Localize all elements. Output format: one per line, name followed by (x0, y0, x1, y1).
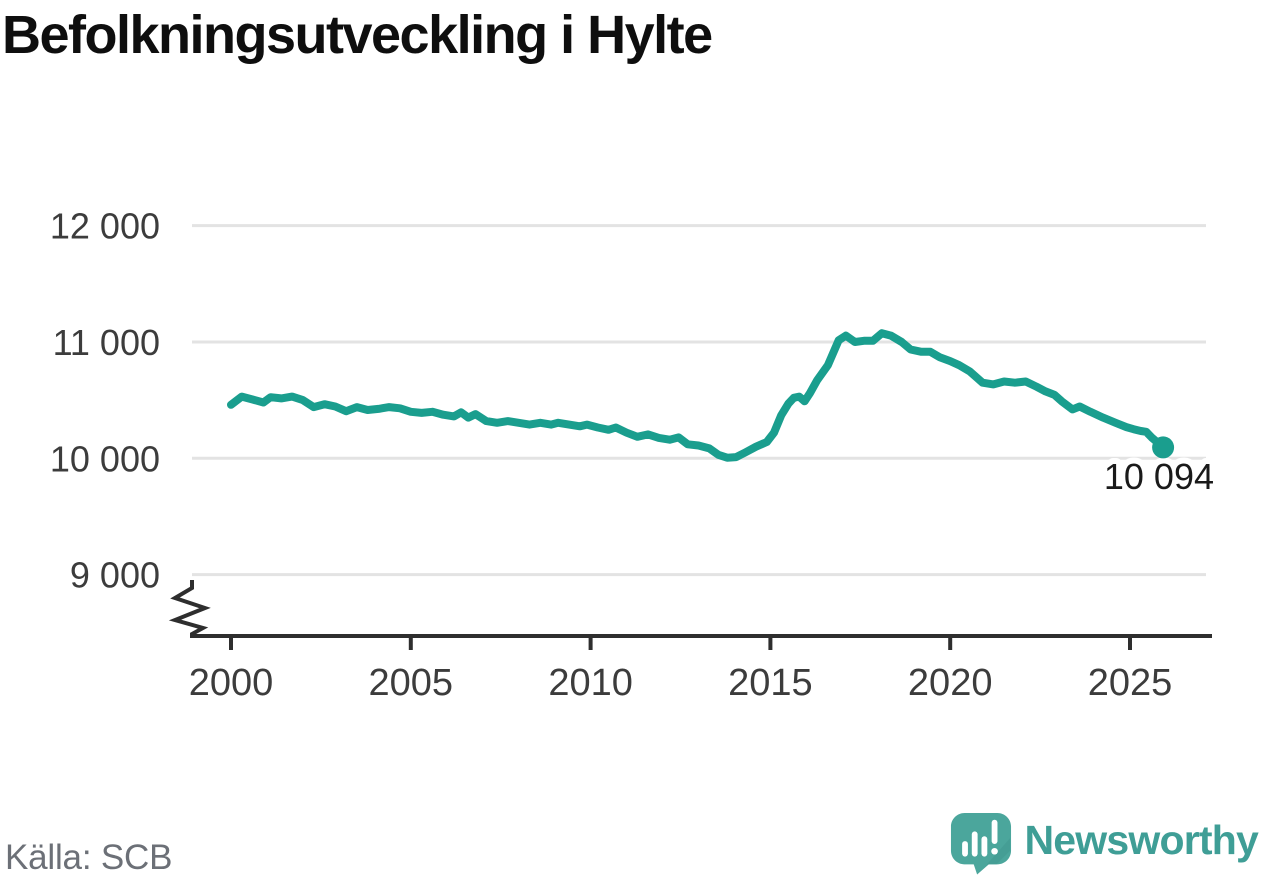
logo-bar-chart-glyph (961, 819, 997, 857)
logo-exclamation-dot (990, 847, 998, 855)
newsworthy-logo-icon (950, 812, 1011, 875)
y-axis-tick-label: 9 000 (70, 555, 160, 596)
x-axis-tick-label: 2025 (1088, 662, 1173, 704)
y-axis-tick-label: 12 000 (50, 206, 160, 247)
logo-bubble-shade (986, 838, 1010, 865)
x-axis-tick-label: 2015 (728, 662, 813, 704)
latest-point-marker (1152, 436, 1175, 459)
newsworthy-logo[interactable]: Newsworthy (950, 812, 1259, 875)
latest-value-label: 10 094 (1104, 456, 1214, 497)
x-axis-tick-label: 2010 (548, 662, 633, 704)
x-axis-tick-label: 2005 (369, 662, 454, 704)
y-axis-tick-label: 10 000 (50, 438, 160, 479)
population-line-series (227, 329, 1168, 462)
source-label: Källa: SCB (5, 838, 173, 877)
logo-bubble-shape (950, 812, 1011, 875)
newsworthy-logo-text: Newsworthy (1024, 817, 1259, 863)
y-axis-break-icon (168, 580, 211, 638)
x-axis-tick-label: 2000 (189, 662, 274, 704)
page-title: Befolkningsutveckling i Hylte (2, 5, 713, 65)
x-axis-tick-label: 2020 (908, 662, 993, 704)
y-axis-tick-label: 11 000 (53, 322, 160, 363)
